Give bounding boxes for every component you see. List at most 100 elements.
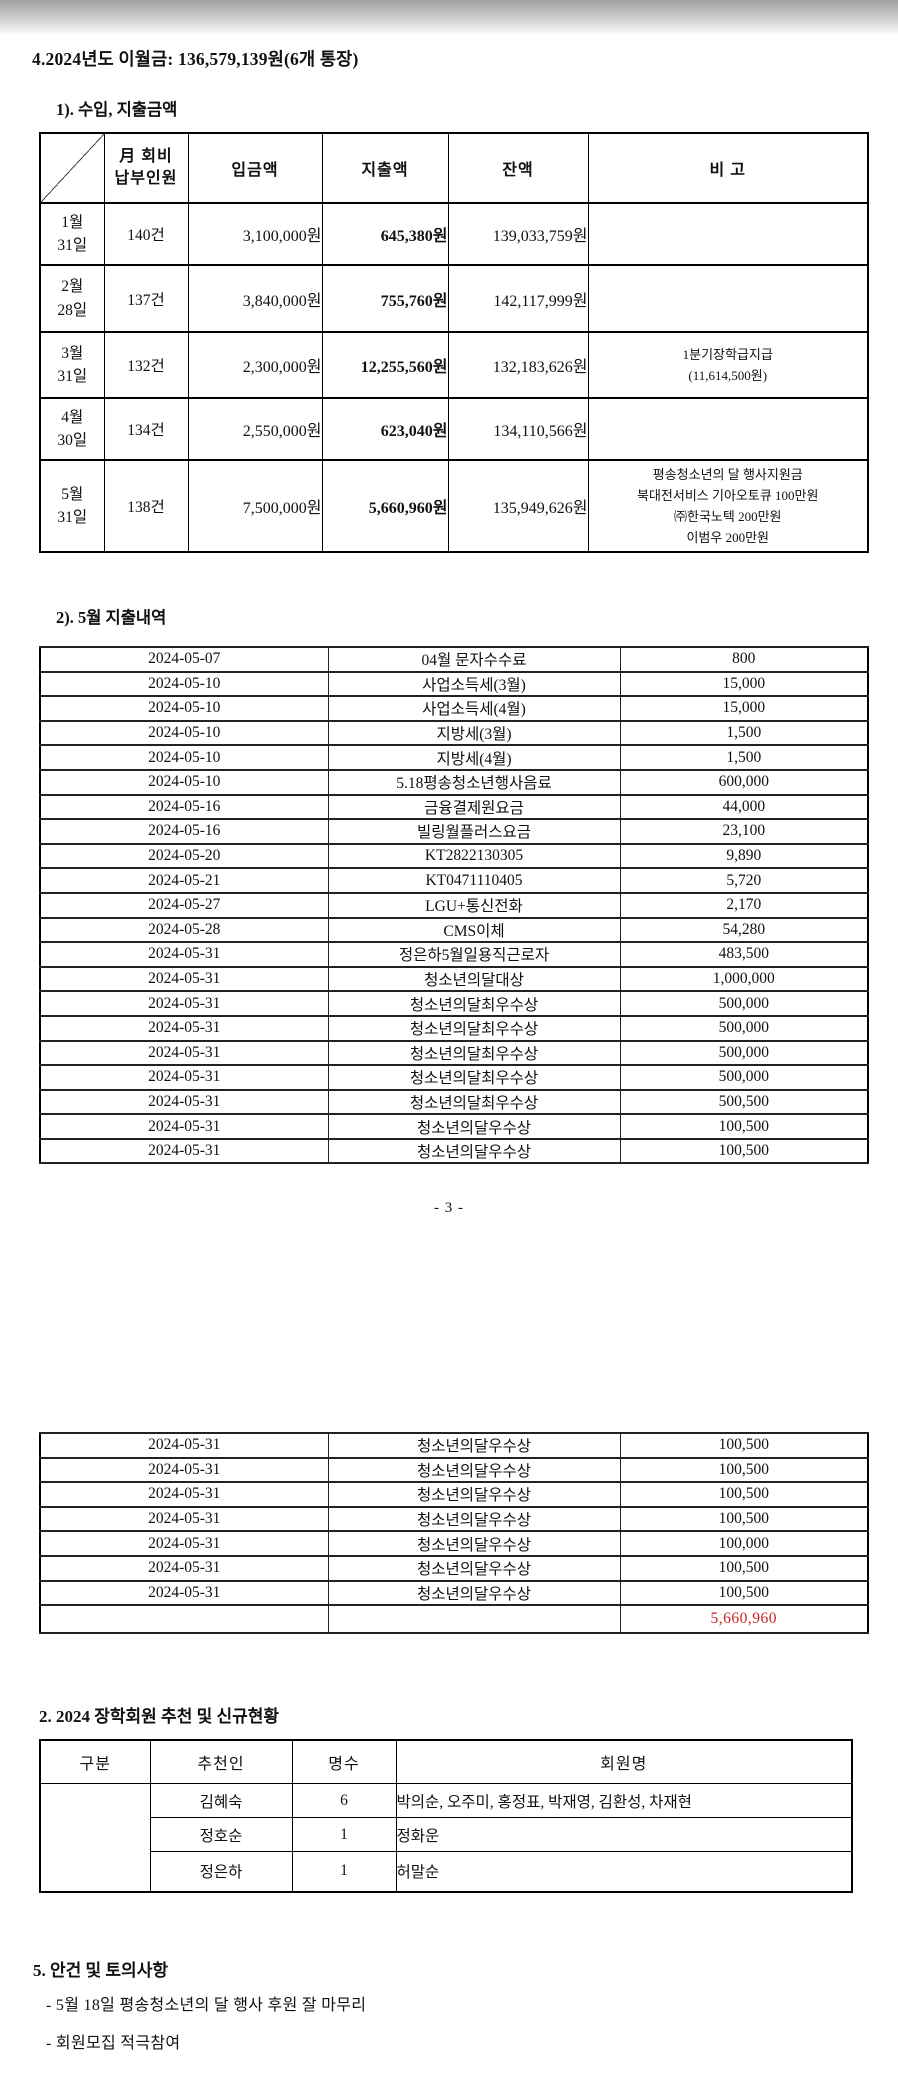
expense-date-cell: 2024-05-31 (39, 941, 329, 968)
count-cell: 6 (291, 1783, 397, 1818)
count-cell: 138건 (103, 459, 189, 553)
count-cell: 1 (291, 1851, 397, 1892)
expense-header: 지출액 (321, 132, 449, 204)
expense-row: 2024-05-31 청소년의달최우수상 500,000 (39, 1039, 869, 1067)
expense-row: 2024-05-31 청소년의달우수상 100,500 (39, 1505, 869, 1533)
expense-desc-cell: CMS이체 (327, 916, 621, 944)
expense-row: 2024-05-31 청소년의달우수상 100,500 (39, 1579, 869, 1607)
expense-row: 2024-05-16 금융결제원요금 44,000 (39, 793, 869, 821)
expense-amount-cell: 500,500 (619, 1088, 869, 1116)
count-cell: 1 (291, 1817, 397, 1852)
expense-date-cell: 2024-05-31 (39, 965, 329, 993)
month-cell: 3월 31일 (39, 331, 105, 399)
expense-row: 2024-05-27 LGU+통신전화 2,170 (39, 891, 869, 919)
expense-desc-cell: KT2822130305 (327, 842, 621, 870)
expense-amount-cell: 15,000 (619, 695, 869, 722)
empty-cell (327, 1604, 621, 1635)
expense-row: 2024-05-31 청소년의달최우수상 500,000 (39, 990, 869, 1017)
expense-date-cell: 2024-05-16 (39, 818, 329, 845)
expense-desc-cell: KT0471110405 (327, 867, 621, 894)
expense-amount-cell: 500,000 (619, 1014, 869, 1042)
corner-diagonal-cell (39, 132, 105, 204)
expense-date-cell: 2024-05-31 (39, 1554, 329, 1582)
expense-desc-cell: 04월 문자수수료 (327, 646, 621, 673)
member-section-heading: 2. 2024 장학회원 추천 및 신규현황 (39, 1707, 280, 1726)
expense-amount-cell: 100,500 (619, 1137, 869, 1165)
recommender-header: 추천인 (149, 1739, 293, 1784)
expense-date-cell: 2024-05-31 (39, 1064, 329, 1091)
note-cell: 1분기장학급지급 (11,614,500원) (587, 331, 869, 399)
deposit-cell: 3,840,000원 (187, 264, 323, 333)
count-cell: 132건 (103, 331, 189, 399)
category-cell (39, 1783, 151, 1892)
expense-date-cell: 2024-05-31 (39, 1481, 329, 1508)
expense-row: 2024-05-31 청소년의달우수상 100,500 (39, 1432, 869, 1459)
expense-amount-cell: 1,000,000 (619, 965, 869, 993)
member-header-row: 구분 추천인 명수 회원명 (39, 1739, 853, 1784)
members-header: 회원명 (395, 1739, 853, 1784)
expense-desc-cell: 청소년의달우수상 (327, 1432, 621, 1459)
expense-row: 2024-05-16 빌링월플러스요금 23,100 (39, 818, 869, 845)
expense-row: 2024-05-31 청소년의달대상 1,000,000 (39, 965, 869, 993)
expense-amount-cell: 5,720 (619, 867, 869, 894)
expense-row: 2024-05-31 청소년의달최우수상 500,000 (39, 1014, 869, 1042)
expense-desc-cell: 빌링월플러스요금 (327, 818, 621, 845)
expense-total-cell: 5,660,960 (619, 1604, 869, 1635)
expense-row: 2024-05-31 청소년의달우수상 100,500 (39, 1554, 869, 1582)
expense-row: 2024-05-31 청소년의달최우수상 500,000 (39, 1064, 869, 1091)
expense-desc-cell: 사업소득세(4월) (327, 695, 621, 722)
balance-cell: 139,033,759원 (447, 202, 589, 266)
expense-date-cell: 2024-05-28 (39, 916, 329, 944)
balance-header: 잔액 (447, 132, 589, 204)
income-row: 5월 31일 138건 7,500,000원 5,660,960원 135,949,626… (39, 459, 869, 553)
deposit-cell: 3,100,000원 (187, 202, 323, 266)
expense-desc-cell: 청소년의달우수상 (327, 1481, 621, 1508)
expense-date-cell: 2024-05-10 (39, 695, 329, 722)
expense-amount-cell: 100,000 (619, 1530, 869, 1557)
agenda-list: - 5월 18일 평송청소년의 달 행사 후원 잘 마무리 - 회원모집 적극참여 (46, 1996, 366, 2072)
fee-count-header: 月 회비 납부인원 (103, 132, 189, 204)
expense-amount-cell: 500,000 (619, 1064, 869, 1091)
expense-row: 2024-05-31 청소년의달우수상 100,500 (39, 1113, 869, 1140)
expense-desc-cell: LGU+통신전화 (327, 891, 621, 919)
expense-row: 2024-05-10 사업소득세(4월) 15,000 (39, 695, 869, 722)
expense-desc-cell: 청소년의달최우수상 (327, 1088, 621, 1116)
count-cell: 140건 (103, 202, 189, 266)
expense-date-cell: 2024-05-10 (39, 719, 329, 747)
note-cell (587, 202, 869, 266)
recommender-cell: 정은하 (149, 1851, 293, 1892)
expense-amount-cell: 1,500 (619, 744, 869, 771)
expense-date-cell: 2024-05-16 (39, 793, 329, 821)
expense-amount-cell: 9,890 (619, 842, 869, 870)
expense-row: 2024-05-21 KT0471110405 5,720 (39, 867, 869, 894)
expense-date-cell: 2024-05-31 (39, 1137, 329, 1165)
expense-desc-cell: 청소년의달우수상 (327, 1579, 621, 1607)
expense-desc-cell: 청소년의달우수상 (327, 1456, 621, 1484)
agenda-heading: 5. 안건 및 토의사항 (33, 1961, 168, 1980)
member-row: 김혜숙 6 박의순, 오주미, 홍정표, 박재영, 김환성, 차재현 (39, 1783, 853, 1892)
expense-amount-cell: 100,500 (619, 1554, 869, 1582)
income-row: 3월 31일 132건 2,300,000원 12,255,560원 132,183,62… (39, 331, 869, 399)
expense-row: 2024-05-31 청소년의달우수상 100,000 (39, 1530, 869, 1557)
expense-amount-cell: 483,500 (619, 941, 869, 968)
expense-amount-cell: 500,000 (619, 990, 869, 1017)
expense-cell: 12,255,560원 (321, 331, 449, 399)
count-cell: 134건 (103, 397, 189, 461)
expense-desc-cell: 지방세(3월) (327, 719, 621, 747)
expense-cell: 755,760원 (321, 264, 449, 333)
expense-date-cell: 2024-05-07 (39, 646, 329, 673)
agenda-item: - 5월 18일 평송청소년의 달 행사 후원 잘 마무리 (46, 1997, 367, 2014)
members-cell: 정화운 (395, 1817, 853, 1852)
expense-date-cell: 2024-05-27 (39, 891, 329, 919)
page-number: - 3 - (434, 1200, 464, 1216)
balance-cell: 132,183,626원 (447, 331, 589, 399)
balance-cell: 135,949,626원 (447, 459, 589, 553)
recommender-cell: 정호순 (149, 1817, 293, 1852)
income-header-row: 月 회비 납부인원 입금액 지출액 잔액 비 고 (39, 132, 869, 204)
income-section-heading: 1). 수입, 지출금액 (56, 100, 178, 119)
month-cell: 2월 28일 (39, 264, 105, 333)
expense-amount-cell: 44,000 (619, 793, 869, 821)
note-cell (587, 397, 869, 461)
expense-desc-cell: 청소년의달대상 (327, 965, 621, 993)
expense-row: 2024-05-10 사업소득세(3월) 15,000 (39, 670, 869, 698)
